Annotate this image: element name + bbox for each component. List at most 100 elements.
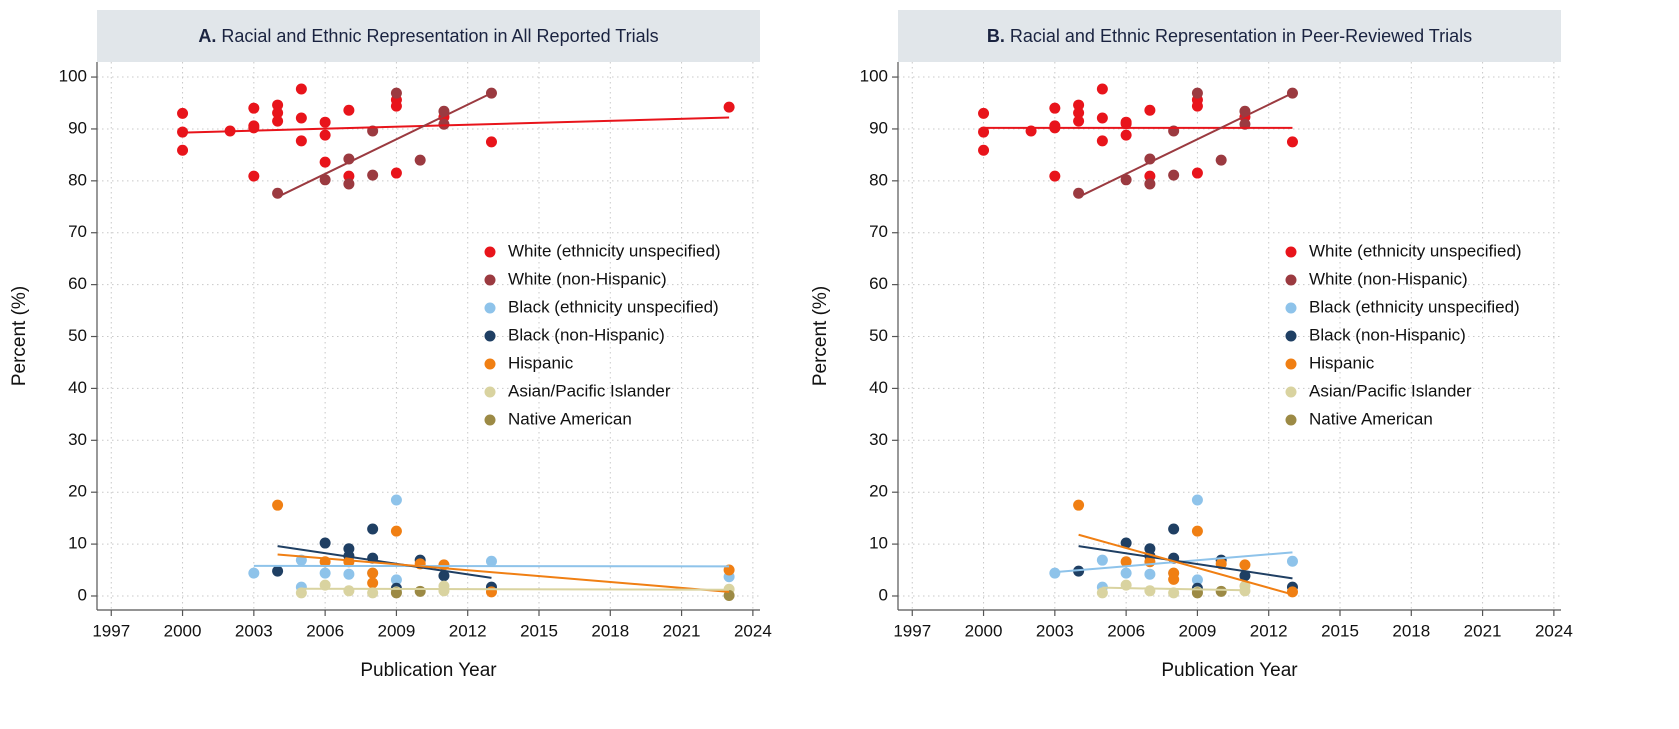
point [367,577,379,589]
point [1144,568,1156,580]
y-tick-label: 60 [869,274,888,293]
point [1168,573,1180,585]
legend-label: Hispanic [508,353,574,372]
legend-label: Asian/Pacific Islander [508,381,671,400]
panel-label: B. [987,26,1005,46]
point [177,107,189,119]
point [1286,555,1298,567]
legend-marker [1285,386,1297,398]
point [272,99,284,111]
y-tick-label: 70 [869,222,888,241]
point [1120,174,1132,186]
point [248,170,260,182]
legend-label: White (ethnicity unspecified) [1309,241,1522,260]
legend-marker [484,302,496,314]
y-axis-title: Percent (%) [810,286,831,386]
x-tick-label: 2015 [1321,621,1359,640]
x-tick-label: 2015 [520,621,558,640]
legend-marker [484,414,496,426]
panel-title: B. Racial and Ethnic Representation in P… [987,26,1472,46]
point [272,187,284,199]
point [272,115,284,127]
point [1215,585,1227,597]
legend-marker [484,386,496,398]
legend-label: Asian/Pacific Islander [1309,381,1472,400]
point [367,567,379,579]
y-tick-label: 30 [869,430,888,449]
point [1120,118,1132,130]
point [978,107,990,119]
title-band [898,10,1561,62]
y-tick-label: 100 [59,67,87,86]
x-tick-label: 2000 [965,621,1003,640]
legend-label: White (non-Hispanic) [1309,269,1468,288]
panel-title-text: Racial and Ethnic Representation in Peer… [1010,26,1472,46]
y-tick-label: 100 [860,67,888,86]
y-tick-label: 20 [68,482,87,501]
point [248,567,260,579]
y-tick-label: 70 [68,222,87,241]
point [978,144,990,156]
point [1191,525,1203,537]
point [485,586,497,598]
point [1191,100,1203,112]
point [723,589,735,601]
point [1191,87,1203,99]
point [1120,129,1132,141]
point [343,104,355,116]
point [343,585,355,597]
point [343,178,355,190]
point [367,169,379,181]
point [272,499,284,511]
point [1144,170,1156,182]
x-tick-label: 2003 [1036,621,1074,640]
x-tick-label: 2021 [1464,621,1502,640]
x-tick-label: 2018 [591,621,629,640]
point [1073,499,1085,511]
point [1120,537,1132,549]
legend-marker [484,274,496,286]
panel: A. Racial and Ethnic Representation in A… [9,10,772,681]
point [1120,567,1132,579]
y-tick-label: 40 [68,378,87,397]
point [1144,585,1156,597]
point [319,567,331,579]
y-tick-label: 10 [68,534,87,553]
legend-marker [1285,274,1297,286]
x-tick-label: 2012 [449,621,487,640]
x-tick-label: 2000 [164,621,202,640]
legend-label: White (non-Hispanic) [508,269,667,288]
y-tick-label: 90 [869,118,888,137]
legend-label: White (ethnicity unspecified) [508,241,721,260]
point [1073,115,1085,127]
x-tick-label: 1997 [92,621,130,640]
fit-line [277,545,492,579]
point [319,174,331,186]
fit-line [1078,533,1293,596]
point [319,537,331,549]
point [1168,587,1180,599]
point [248,122,260,134]
legend-marker [1285,414,1297,426]
point [414,154,426,166]
point [1120,556,1132,568]
panel-title: A. Racial and Ethnic Representation in A… [198,26,658,46]
legend-label: Black (non-Hispanic) [508,325,665,344]
legend-label: Hispanic [1309,353,1375,372]
point [1096,135,1108,147]
point [1073,107,1085,119]
y-tick-label: 60 [68,274,87,293]
fit-line [277,553,730,593]
y-axis-title: Percent (%) [9,286,30,386]
x-axis-title: Publication Year [360,660,497,681]
point [1191,494,1203,506]
y-tick-label: 30 [68,430,87,449]
x-tick-label: 2018 [1392,621,1430,640]
legend-marker [1285,358,1297,370]
panel-label: A. [198,26,216,46]
point [1096,587,1108,599]
legend-marker [1285,246,1297,258]
y-tick-label: 80 [68,170,87,189]
legend-label: Black (ethnicity unspecified) [1309,297,1520,316]
